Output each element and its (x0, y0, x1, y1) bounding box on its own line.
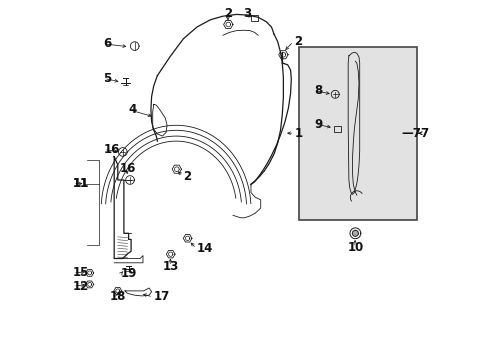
Text: 2: 2 (183, 170, 191, 183)
Text: 18: 18 (109, 291, 126, 303)
Text: 5: 5 (103, 72, 111, 85)
Circle shape (352, 230, 358, 236)
Text: 7: 7 (419, 127, 427, 140)
Text: 12: 12 (72, 280, 88, 293)
Text: 10: 10 (346, 241, 363, 254)
Text: 13: 13 (162, 260, 179, 273)
Text: 16: 16 (103, 143, 120, 156)
Text: 8: 8 (314, 84, 322, 97)
Text: 2: 2 (294, 35, 302, 48)
Bar (333, 126, 340, 132)
Text: 6: 6 (103, 37, 111, 50)
Text: 2: 2 (224, 7, 232, 20)
Text: —7: —7 (400, 127, 420, 140)
Text: 4: 4 (128, 103, 137, 116)
Text: 11: 11 (72, 177, 88, 190)
Text: 3: 3 (242, 7, 250, 20)
Bar (298, 47, 416, 220)
Bar (251, 15, 257, 21)
Text: 9: 9 (314, 118, 322, 131)
Text: 19: 19 (120, 267, 136, 280)
Text: 1: 1 (294, 127, 303, 140)
Text: 14: 14 (197, 242, 213, 255)
Text: 16: 16 (119, 162, 135, 175)
Text: 17: 17 (153, 291, 170, 303)
Text: 15: 15 (72, 266, 89, 279)
Text: 11: 11 (72, 177, 88, 190)
